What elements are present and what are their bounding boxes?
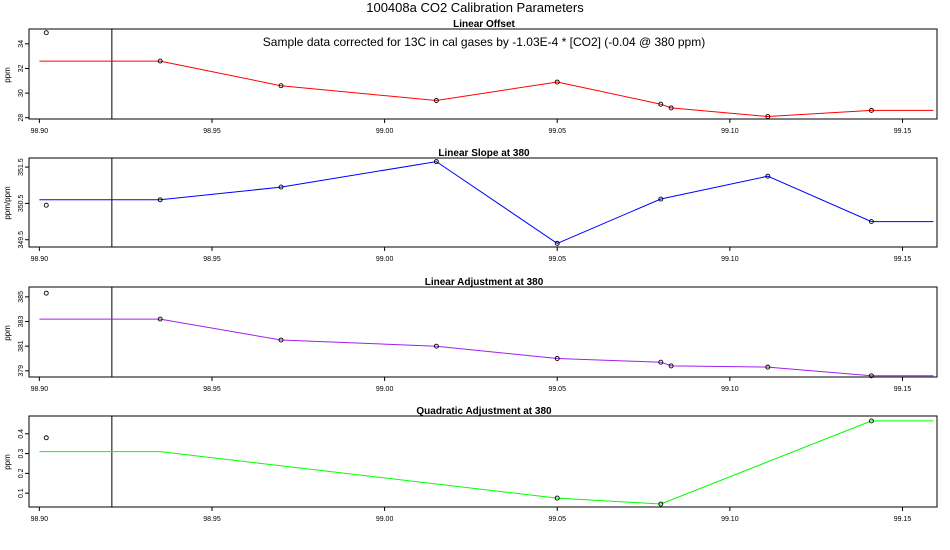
panel-linear-adjustment: Linear Adjustment at 380 ppm 98.90 98.95 9… (3, 277, 938, 393)
data-point (668, 105, 674, 111)
x-tick-label: 99.00 (376, 516, 394, 523)
panel-title: Quadratic Adjustment at 380 (416, 406, 552, 417)
x-tick-label: 99.05 (548, 256, 566, 263)
data-point (668, 363, 674, 369)
y-tick-label: 379 (18, 365, 25, 377)
data-point (658, 501, 664, 507)
y-tick-label: 32 (18, 64, 25, 72)
panel-linear-slope: Linear Slope at 380 ppm/ppm 98.90 98.95 99… (3, 148, 938, 263)
data-point (433, 159, 439, 165)
series-line (39, 318, 934, 377)
y-tick-label: 34 (18, 40, 25, 48)
panel-linear-offset: Linear Offset Sample data corrected for … (3, 19, 938, 135)
data-point (868, 373, 874, 379)
y-tick-label: 30 (18, 89, 25, 97)
plot-frame (28, 28, 938, 120)
panel-title: Linear Offset (453, 19, 515, 30)
y-tick-label: 28 (18, 114, 25, 122)
x-tick-label: 99.00 (376, 386, 394, 393)
data-point (765, 173, 771, 179)
data-point (43, 202, 49, 208)
data-point (43, 290, 49, 296)
panel-title: Linear Slope at 380 (438, 148, 530, 159)
x-tick-label: 98.95 (203, 256, 221, 263)
correction-annotation: Sample data corrected for 13C in cal gas… (263, 35, 705, 49)
x-tick-label: 98.95 (203, 516, 221, 523)
data-point (278, 83, 284, 89)
plot-frame (28, 415, 938, 508)
panel-quadratic-adjustment: Quadratic Adjustment at 380 ppm 98.90 98.… (3, 406, 938, 523)
y-axis-label: ppm/ppm (3, 186, 12, 220)
data-point (157, 58, 163, 64)
data-point (868, 219, 874, 225)
data-point (868, 107, 874, 113)
x-tick-label: 98.90 (31, 256, 49, 263)
data-point (433, 98, 439, 103)
x-tick-label: 99.15 (894, 386, 912, 393)
page-title: 100408a CO2 Calibration Parameters (366, 0, 584, 15)
x-tick-label: 99.05 (548, 516, 566, 523)
data-point (554, 495, 560, 501)
x-tick-label: 98.90 (31, 128, 49, 135)
data-point (157, 197, 163, 203)
data-point (658, 359, 664, 365)
data-point (765, 114, 771, 119)
data-point (658, 196, 664, 202)
x-tick-label: 99.00 (376, 128, 394, 135)
data-point (554, 79, 560, 85)
panel-title: Linear Adjustment at 380 (425, 277, 544, 288)
y-tick-label: 0.1 (18, 488, 25, 498)
x-tick-label: 99.10 (721, 516, 739, 523)
x-tick-label: 98.95 (203, 386, 221, 393)
x-tick-label: 99.15 (894, 516, 912, 523)
y-tick-label: 381 (18, 340, 25, 352)
x-tick-label: 99.10 (721, 128, 739, 135)
x-tick-label: 98.90 (31, 386, 49, 393)
data-point (278, 337, 284, 343)
series-line (39, 60, 934, 118)
y-tick-label: 349.5 (18, 231, 25, 249)
plot-frame (28, 286, 938, 378)
x-tick-label: 99.10 (721, 256, 739, 263)
y-tick-label: 0.3 (18, 449, 25, 459)
data-point (43, 435, 49, 441)
y-tick-label: 351.5 (18, 158, 25, 176)
y-tick-label: 0.2 (18, 468, 25, 478)
y-tick-label: 350.5 (18, 195, 25, 213)
y-tick-label: 383 (18, 316, 25, 328)
y-axis-label: ppm (3, 67, 12, 83)
y-axis-label: ppm (3, 325, 12, 341)
data-point (157, 316, 163, 322)
x-tick-label: 99.05 (548, 386, 566, 393)
y-axis-label: ppm (3, 454, 12, 470)
data-point (868, 418, 874, 424)
x-tick-label: 98.90 (31, 516, 49, 523)
y-tick-label: 385 (18, 291, 25, 303)
plot-frame (28, 157, 938, 248)
x-tick-label: 99.10 (721, 386, 739, 393)
x-tick-label: 99.15 (894, 128, 912, 135)
data-point (554, 356, 560, 361)
x-tick-label: 99.00 (376, 256, 394, 263)
x-tick-label: 99.05 (548, 128, 566, 135)
data-point (43, 30, 49, 36)
data-point (433, 343, 439, 349)
series-line (39, 420, 934, 505)
data-point (765, 364, 771, 370)
data-point (554, 240, 560, 246)
data-point (278, 184, 284, 190)
y-tick-label: 0.4 (18, 429, 25, 439)
x-tick-label: 98.95 (203, 128, 221, 135)
series-line (39, 161, 934, 244)
data-point (658, 101, 664, 107)
x-tick-label: 99.15 (894, 256, 912, 263)
